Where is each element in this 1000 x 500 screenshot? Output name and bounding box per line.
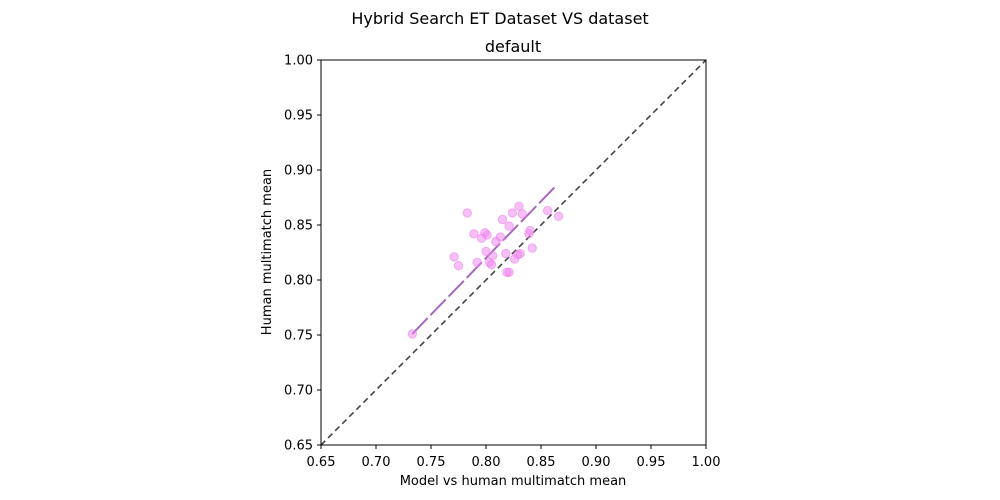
- data-point: [507, 208, 518, 218]
- data-point: [495, 232, 505, 242]
- x-tick-label: 0.75: [417, 455, 446, 470]
- x-tick-label: 0.90: [582, 455, 611, 470]
- data-point: [453, 261, 464, 271]
- x-tick-label: 0.70: [362, 455, 391, 470]
- data-point: [553, 211, 564, 221]
- data-point: [407, 329, 417, 339]
- data-point: [472, 257, 482, 268]
- data-point: [469, 229, 479, 239]
- y-tick-label: 1.00: [284, 54, 313, 69]
- data-point: [504, 267, 514, 277]
- chart-subtitle: default: [485, 37, 541, 56]
- x-tick-label: 0.65: [307, 455, 336, 470]
- data-point: [517, 209, 527, 219]
- chart-title: Hybrid Search ET Dataset VS dataset: [351, 9, 648, 28]
- data-point: [514, 201, 524, 212]
- data-point: [497, 214, 508, 225]
- data-point: [501, 248, 511, 259]
- data-point: [487, 251, 498, 261]
- y-axis-label: Human multimatch mean: [260, 169, 275, 335]
- y-axis-ticks: 0.65 0.70 0.75 0.80 0.85 0.90 0.95 1.00: [284, 54, 321, 454]
- data-point: [504, 221, 514, 231]
- reference-line: [320, 59, 707, 446]
- data-point: [462, 208, 472, 218]
- x-tick-label: 1.00: [692, 455, 721, 470]
- data-point: [482, 230, 492, 240]
- y-tick-label: 0.70: [284, 384, 313, 399]
- x-tick-label: 0.95: [637, 455, 666, 470]
- x-axis-label: Model vs human multimatch mean: [400, 474, 627, 489]
- y-tick-label: 0.75: [284, 329, 313, 344]
- data-point: [542, 206, 553, 216]
- data-point: [449, 252, 459, 262]
- y-tick-label: 0.85: [284, 219, 313, 234]
- x-tick-label: 0.80: [472, 455, 501, 470]
- y-tick-label: 0.65: [284, 439, 313, 454]
- data-point: [486, 259, 497, 270]
- x-tick-label: 0.85: [527, 455, 556, 470]
- plot-frame: [320, 59, 707, 446]
- regression-line: [411, 184, 558, 335]
- data-point: [527, 243, 537, 253]
- data-point: [481, 246, 491, 257]
- y-tick-label: 0.90: [284, 164, 313, 179]
- y-tick-label: 0.80: [284, 274, 313, 289]
- x-axis-ticks: 0.65 0.70 0.75 0.80 0.85 0.90 0.95 1.00: [307, 445, 721, 470]
- y-tick-label: 0.95: [284, 109, 313, 124]
- data-point: [515, 248, 525, 259]
- plot-area: [320, 59, 707, 446]
- data-point: [525, 225, 535, 236]
